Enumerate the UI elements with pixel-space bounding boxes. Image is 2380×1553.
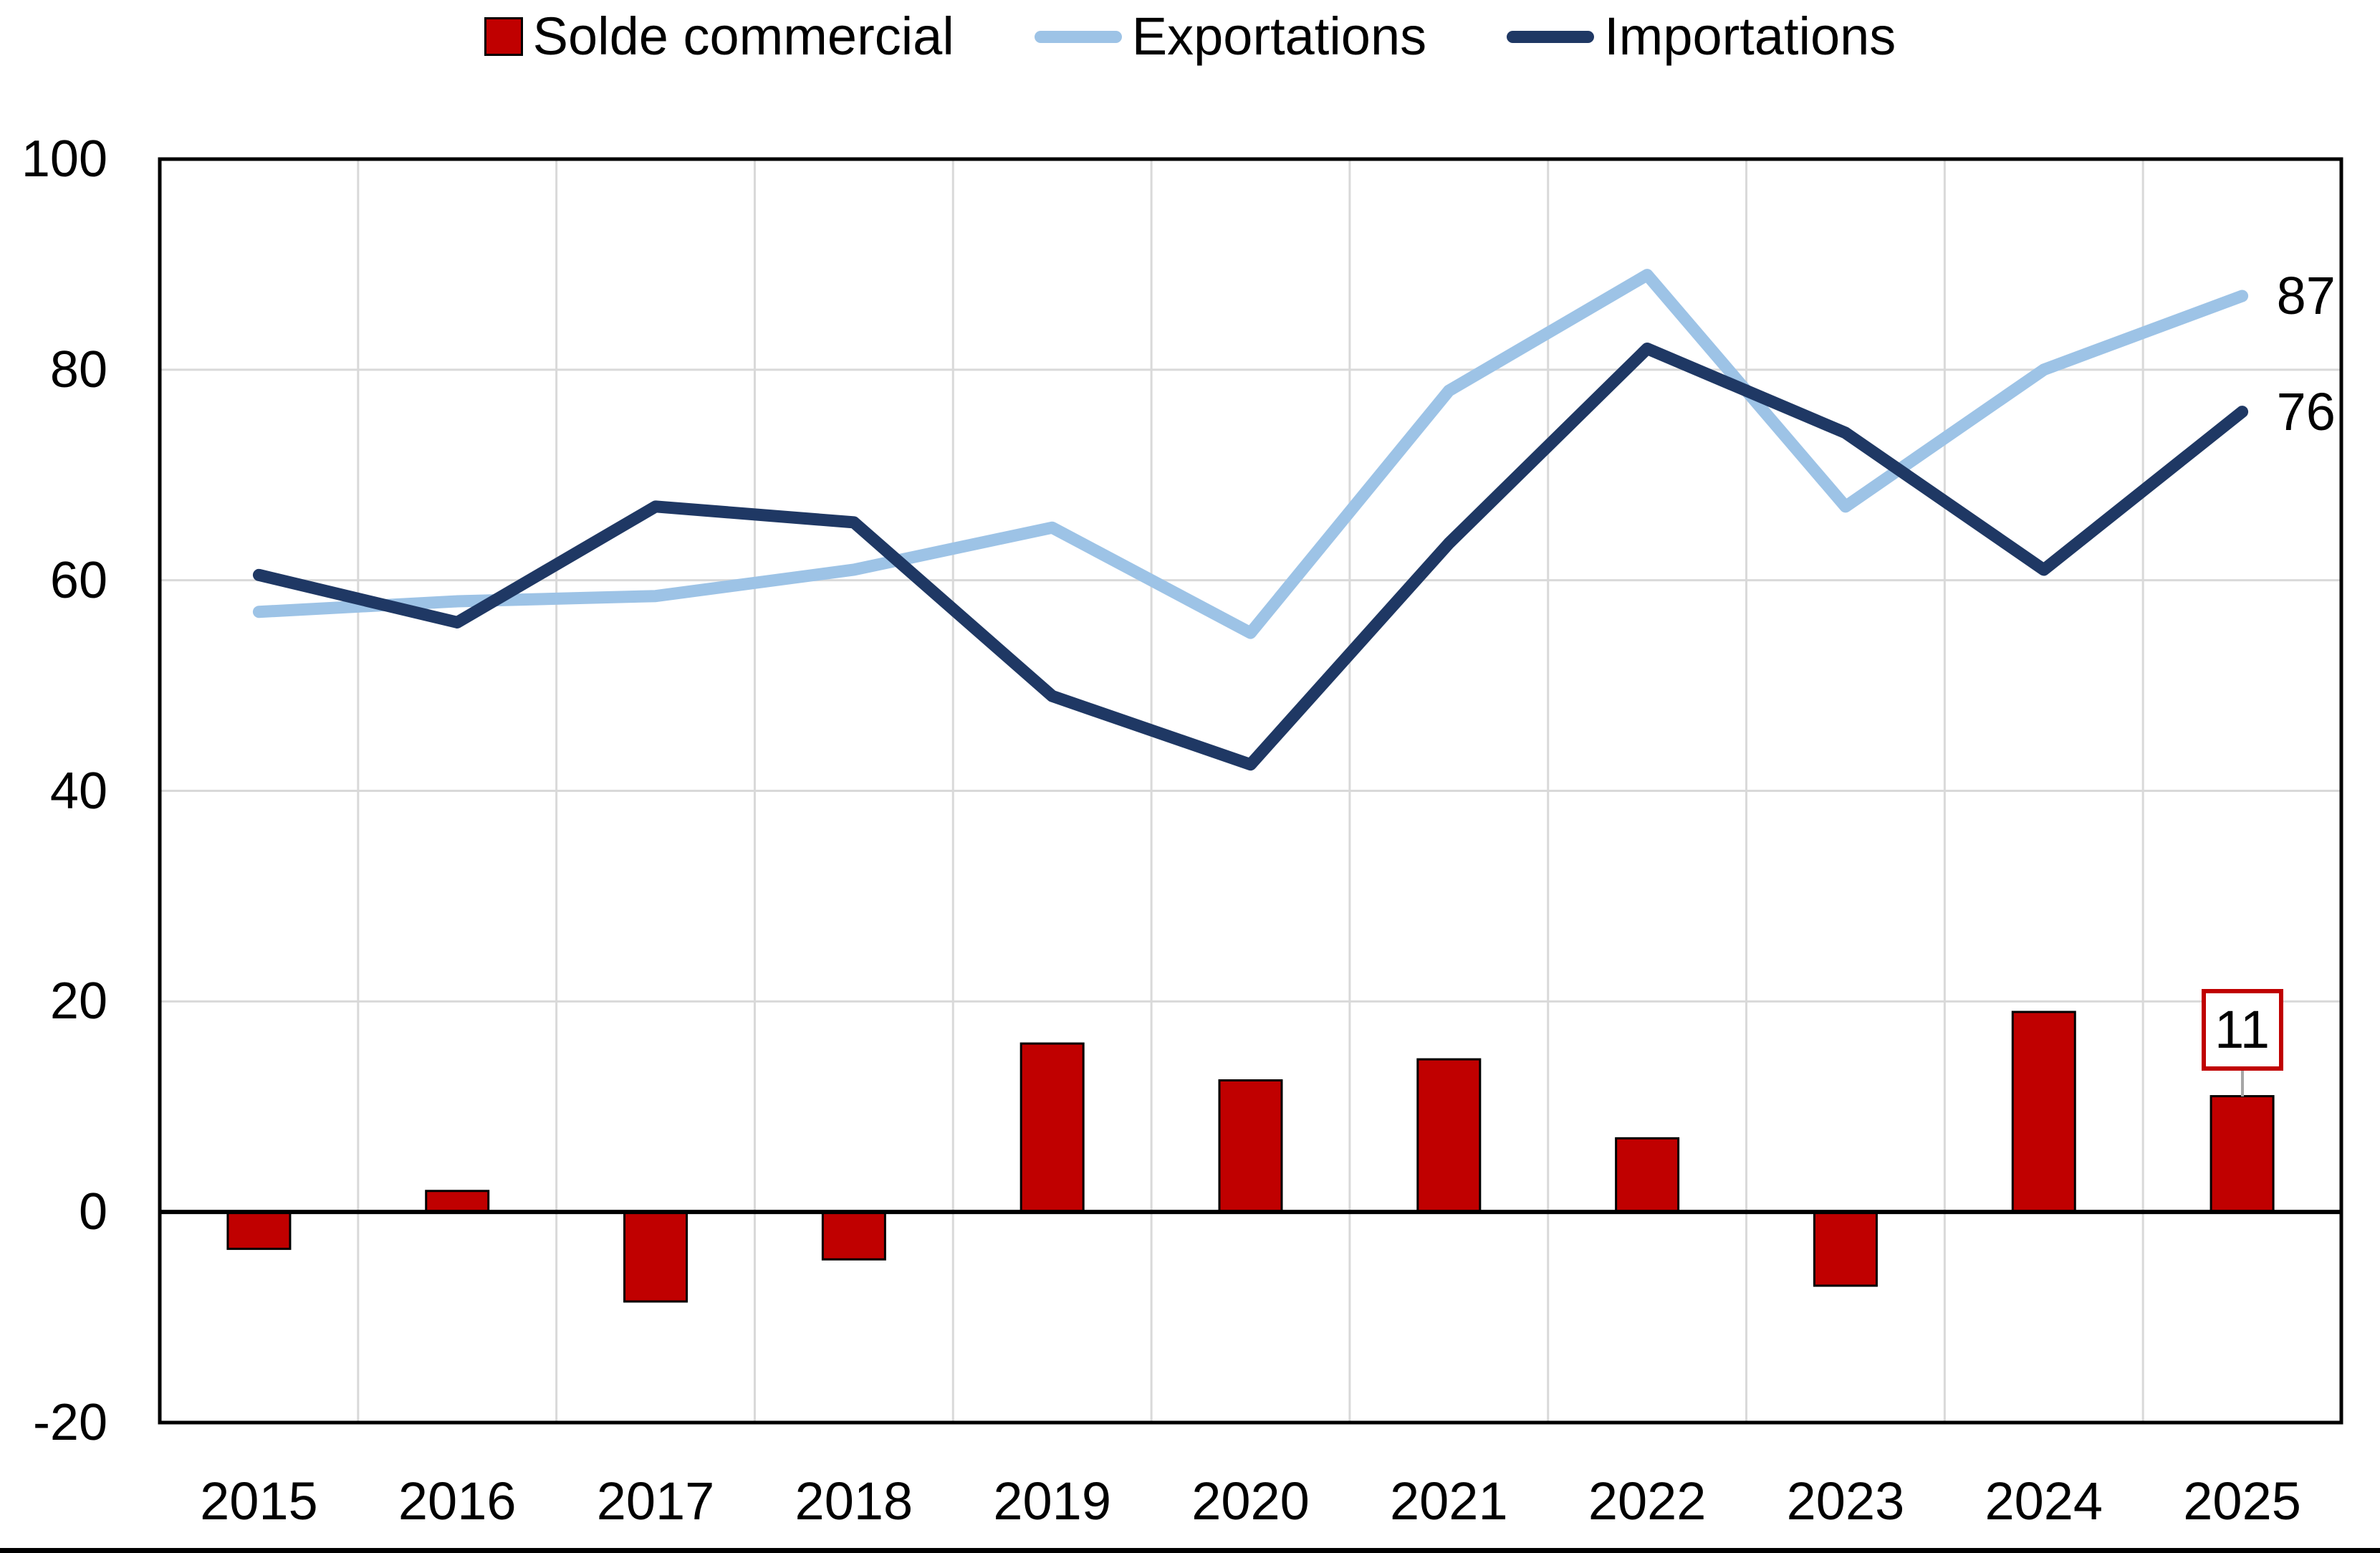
- bar-solde-commercial-2022: [1615, 1137, 1680, 1213]
- line-exportations: [252, 269, 2249, 639]
- y-axis-tick-label: 80: [49, 340, 107, 398]
- y-axis-tick-label: -20: [32, 1394, 107, 1451]
- y-axis-tick-label: 60: [49, 551, 107, 609]
- legend-label-importations: Importations: [1604, 6, 1896, 66]
- legend-bar-swatch-icon: [484, 17, 523, 56]
- x-axis-tick-label: 2018: [795, 1471, 913, 1531]
- y-axis-tick-label: 40: [49, 762, 107, 820]
- bar-solde-commercial-2021: [1416, 1058, 1482, 1213]
- bar-solde-commercial-2024: [2011, 1010, 2076, 1213]
- line-importations: [252, 342, 2249, 771]
- bar-solde-commercial-2020: [1218, 1079, 1283, 1213]
- y-axis-tick-label: 20: [49, 973, 107, 1031]
- callout-value: 11: [2215, 999, 2270, 1059]
- legend: Solde commercial Exportations Importatio…: [0, 10, 2380, 63]
- callout-leader-line: [2240, 1070, 2244, 1096]
- x-axis-tick-label: 2016: [398, 1471, 517, 1531]
- x-axis-tick-label: 2024: [1985, 1471, 2103, 1531]
- y-axis-tick-label: 100: [21, 130, 107, 188]
- x-axis-tick-label: 2023: [1786, 1471, 1905, 1531]
- x-axis-tick-label: 2019: [993, 1471, 1111, 1531]
- x-axis-tick-label: 2021: [1390, 1471, 1508, 1531]
- bar-solde-commercial-2019: [1019, 1042, 1085, 1213]
- solde-2025-callout: 11: [2201, 988, 2283, 1071]
- legend-item-importations: Importations: [1507, 10, 1896, 63]
- x-axis-tick-label: 2025: [2183, 1471, 2301, 1531]
- legend-line-swatch-importations-icon: [1507, 30, 1595, 43]
- x-axis-tick-label: 2020: [1191, 1471, 1310, 1531]
- y-axis-tick-label: 0: [78, 1183, 107, 1241]
- bar-solde-commercial-2023: [1813, 1210, 1878, 1287]
- legend-item-solde-commercial: Solde commercial: [484, 10, 954, 63]
- bar-solde-commercial-2015: [226, 1210, 292, 1251]
- legend-label-exportations: Exportations: [1131, 6, 1427, 66]
- bar-solde-commercial-2016: [425, 1190, 490, 1213]
- bar-solde-commercial-2025: [2209, 1095, 2275, 1213]
- bottom-divider: [0, 1548, 2380, 1553]
- bar-solde-commercial-2017: [623, 1210, 688, 1303]
- x-axis-tick-label: 2022: [1588, 1471, 1707, 1531]
- plot-border: [158, 157, 2343, 1425]
- x-axis-tick-label: 2015: [200, 1471, 318, 1531]
- bar-solde-commercial-2018: [821, 1210, 886, 1261]
- importations-end-value-label: 76: [2276, 381, 2336, 441]
- legend-label-solde-commercial: Solde commercial: [532, 6, 954, 66]
- x-axis-tick-label: 2017: [596, 1471, 715, 1531]
- exportations-end-value-label: 87: [2276, 265, 2336, 325]
- legend-line-swatch-exportations-icon: [1034, 30, 1122, 43]
- legend-item-exportations: Exportations: [1034, 6, 1427, 66]
